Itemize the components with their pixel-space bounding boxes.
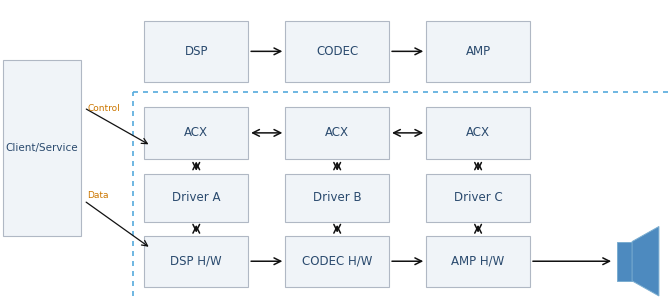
FancyBboxPatch shape: [426, 174, 530, 222]
FancyBboxPatch shape: [285, 107, 389, 159]
Text: ACX: ACX: [466, 126, 490, 140]
FancyBboxPatch shape: [426, 107, 530, 159]
Text: Driver A: Driver A: [172, 191, 221, 204]
Text: Client/Service: Client/Service: [5, 143, 79, 153]
Bar: [617, 242, 632, 281]
Text: AMP H/W: AMP H/W: [452, 255, 505, 268]
FancyBboxPatch shape: [426, 21, 530, 82]
Text: Driver B: Driver B: [313, 191, 362, 204]
Text: Driver C: Driver C: [454, 191, 503, 204]
FancyBboxPatch shape: [285, 236, 389, 287]
Text: Data: Data: [87, 191, 109, 200]
Text: AMP: AMP: [466, 45, 491, 58]
Text: CODEC: CODEC: [316, 45, 358, 58]
Text: CODEC H/W: CODEC H/W: [302, 255, 372, 268]
Text: ACX: ACX: [185, 126, 208, 140]
FancyBboxPatch shape: [285, 174, 389, 222]
Text: DSP: DSP: [185, 45, 208, 58]
Text: Control: Control: [87, 104, 120, 113]
Text: ACX: ACX: [325, 126, 349, 140]
FancyBboxPatch shape: [144, 21, 248, 82]
FancyBboxPatch shape: [144, 107, 248, 159]
FancyBboxPatch shape: [285, 21, 389, 82]
Text: DSP H/W: DSP H/W: [170, 255, 222, 268]
FancyBboxPatch shape: [426, 236, 530, 287]
FancyBboxPatch shape: [144, 236, 248, 287]
FancyBboxPatch shape: [3, 60, 81, 236]
Polygon shape: [632, 226, 659, 296]
FancyBboxPatch shape: [144, 174, 248, 222]
